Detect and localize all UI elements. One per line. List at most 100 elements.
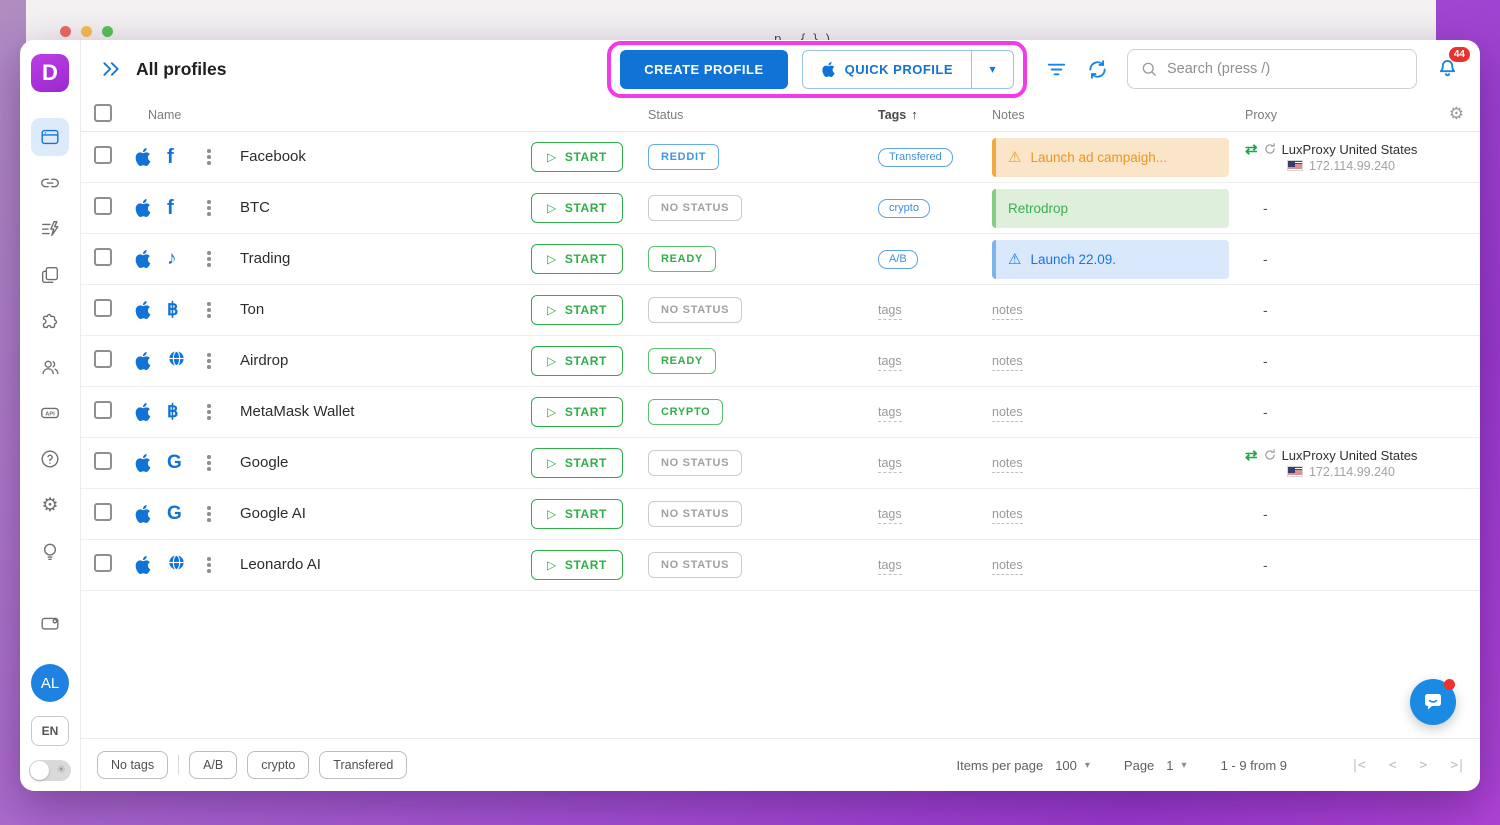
first-page-button[interactable]: |< xyxy=(1351,757,1366,773)
status-badge[interactable]: READY xyxy=(648,348,717,374)
previous-page-button[interactable]: < xyxy=(1388,757,1397,773)
start-button[interactable]: ▷ START xyxy=(531,295,623,325)
row-checkbox[interactable] xyxy=(94,553,112,572)
sidebar-item-api[interactable]: API xyxy=(31,394,69,432)
note[interactable]: Retrodrop xyxy=(992,188,1229,228)
sidebar-item-settings[interactable]: ⚙ xyxy=(31,486,69,524)
create-profile-button[interactable]: CREATE PROFILE xyxy=(620,49,788,89)
sidebar-item-help[interactable] xyxy=(31,440,69,478)
row-checkbox[interactable] xyxy=(94,451,112,470)
profile-name[interactable]: BTC xyxy=(240,199,270,216)
note[interactable]: ⚠ Launch ad campaigh... xyxy=(992,137,1229,177)
profile-name[interactable]: Facebook xyxy=(240,148,306,165)
sidebar-item-templates[interactable] xyxy=(31,256,69,294)
refresh-button[interactable] xyxy=(1086,58,1109,81)
status-badge[interactable]: NO STATUS xyxy=(648,552,743,578)
tag-pill[interactable]: Transfered xyxy=(878,147,953,167)
row-menu-button[interactable] xyxy=(200,149,218,165)
last-page-button[interactable]: >| xyxy=(1450,757,1465,773)
row-menu-button[interactable] xyxy=(200,557,218,573)
quick-profile-dropdown-button[interactable]: ▾ xyxy=(971,50,1013,88)
collapse-sidebar-button[interactable] xyxy=(101,59,121,79)
row-checkbox[interactable] xyxy=(94,145,112,164)
status-badge[interactable]: CRYPTO xyxy=(648,399,724,425)
profile-name[interactable]: Trading xyxy=(240,250,291,267)
start-button[interactable]: ▷ START xyxy=(531,397,623,427)
proxy-info[interactable]: ⇄ LuxProxy United States 172.114.99.240 xyxy=(1245,142,1462,173)
column-header-name[interactable]: Name xyxy=(148,107,182,122)
start-button[interactable]: ▷ START xyxy=(531,193,623,223)
status-badge[interactable]: NO STATUS xyxy=(648,450,743,476)
notes-placeholder[interactable]: notes xyxy=(992,558,1023,575)
theme-toggle[interactable]: ☀ xyxy=(29,760,71,781)
start-button[interactable]: ▷ START xyxy=(531,142,623,172)
page-select[interactable]: 1 ▾ xyxy=(1166,757,1187,773)
row-checkbox[interactable] xyxy=(94,502,112,521)
tag-filter-ab[interactable]: A/B xyxy=(189,751,238,779)
sidebar-item-profiles[interactable] xyxy=(31,118,69,156)
status-badge[interactable]: NO STATUS xyxy=(648,297,743,323)
notes-placeholder[interactable]: notes xyxy=(992,405,1023,422)
tags-placeholder[interactable]: tags xyxy=(878,456,902,473)
support-chat-button[interactable] xyxy=(1410,679,1456,725)
row-menu-button[interactable] xyxy=(200,251,218,267)
notes-placeholder[interactable]: notes xyxy=(992,456,1023,473)
column-header-notes[interactable]: Notes xyxy=(992,107,1025,122)
tag-filter-crypto[interactable]: crypto xyxy=(247,751,310,779)
column-header-tags[interactable]: Tags ↑ xyxy=(878,107,918,122)
row-checkbox[interactable] xyxy=(94,298,112,317)
status-badge[interactable]: REDDIT xyxy=(648,144,720,170)
row-checkbox[interactable] xyxy=(94,400,112,419)
tag-filter-transfered[interactable]: Transfered xyxy=(319,751,408,779)
close-window-icon[interactable] xyxy=(60,26,71,37)
row-menu-button[interactable] xyxy=(200,200,218,216)
search-input[interactable] xyxy=(1167,61,1404,77)
sidebar-item-wallet[interactable] xyxy=(31,604,69,642)
row-checkbox[interactable] xyxy=(94,349,112,368)
user-avatar[interactable]: AL xyxy=(31,664,69,702)
start-button[interactable]: ▷ START xyxy=(531,499,623,529)
row-menu-button[interactable] xyxy=(200,302,218,318)
profile-name[interactable]: Leonardo AI xyxy=(240,556,321,573)
tag-pill[interactable]: A/B xyxy=(878,249,918,269)
notes-placeholder[interactable]: notes xyxy=(992,303,1023,320)
tags-placeholder[interactable]: tags xyxy=(878,354,902,371)
tags-placeholder[interactable]: tags xyxy=(878,558,902,575)
profile-name[interactable]: Google xyxy=(240,454,289,471)
sidebar-item-extensions[interactable] xyxy=(31,302,69,340)
notes-placeholder[interactable]: notes xyxy=(992,354,1023,371)
row-checkbox[interactable] xyxy=(94,196,112,215)
row-menu-button[interactable] xyxy=(200,353,218,369)
language-button[interactable]: EN xyxy=(31,716,69,746)
zoom-window-icon[interactable] xyxy=(102,26,113,37)
sidebar-item-team[interactable] xyxy=(31,348,69,386)
row-menu-button[interactable] xyxy=(200,404,218,420)
start-button[interactable]: ▷ START xyxy=(531,244,623,274)
start-button[interactable]: ▷ START xyxy=(531,448,623,478)
profile-name[interactable]: Google AI xyxy=(240,505,306,522)
status-badge[interactable]: READY xyxy=(648,246,717,272)
filter-button[interactable] xyxy=(1045,58,1068,81)
sidebar-item-automation[interactable] xyxy=(31,210,69,248)
sidebar-item-ideas[interactable] xyxy=(31,532,69,570)
minimize-window-icon[interactable] xyxy=(81,26,92,37)
app-logo[interactable]: D xyxy=(31,54,69,92)
profile-name[interactable]: MetaMask Wallet xyxy=(240,403,355,420)
proxy-info[interactable]: ⇄ LuxProxy United States 172.114.99.240 xyxy=(1245,448,1462,479)
sidebar-item-proxy[interactable] xyxy=(31,164,69,202)
row-menu-button[interactable] xyxy=(200,506,218,522)
tag-pill[interactable]: crypto xyxy=(878,198,930,218)
select-all-checkbox[interactable] xyxy=(94,104,112,122)
profile-name[interactable]: Airdrop xyxy=(240,352,289,369)
start-button[interactable]: ▷ START xyxy=(531,346,623,376)
quick-profile-button[interactable]: QUICK PROFILE xyxy=(803,51,971,88)
status-badge[interactable]: NO STATUS xyxy=(648,501,743,527)
note[interactable]: ⚠ Launch 22.09. xyxy=(992,239,1229,279)
notifications[interactable]: 44 xyxy=(1435,47,1470,84)
column-header-proxy[interactable]: Proxy xyxy=(1245,107,1277,122)
tags-placeholder[interactable]: tags xyxy=(878,405,902,422)
column-header-status[interactable]: Status xyxy=(648,107,684,122)
notes-placeholder[interactable]: notes xyxy=(992,507,1023,524)
tag-filter-no-tags[interactable]: No tags xyxy=(97,751,169,779)
profile-name[interactable]: Ton xyxy=(240,301,265,318)
